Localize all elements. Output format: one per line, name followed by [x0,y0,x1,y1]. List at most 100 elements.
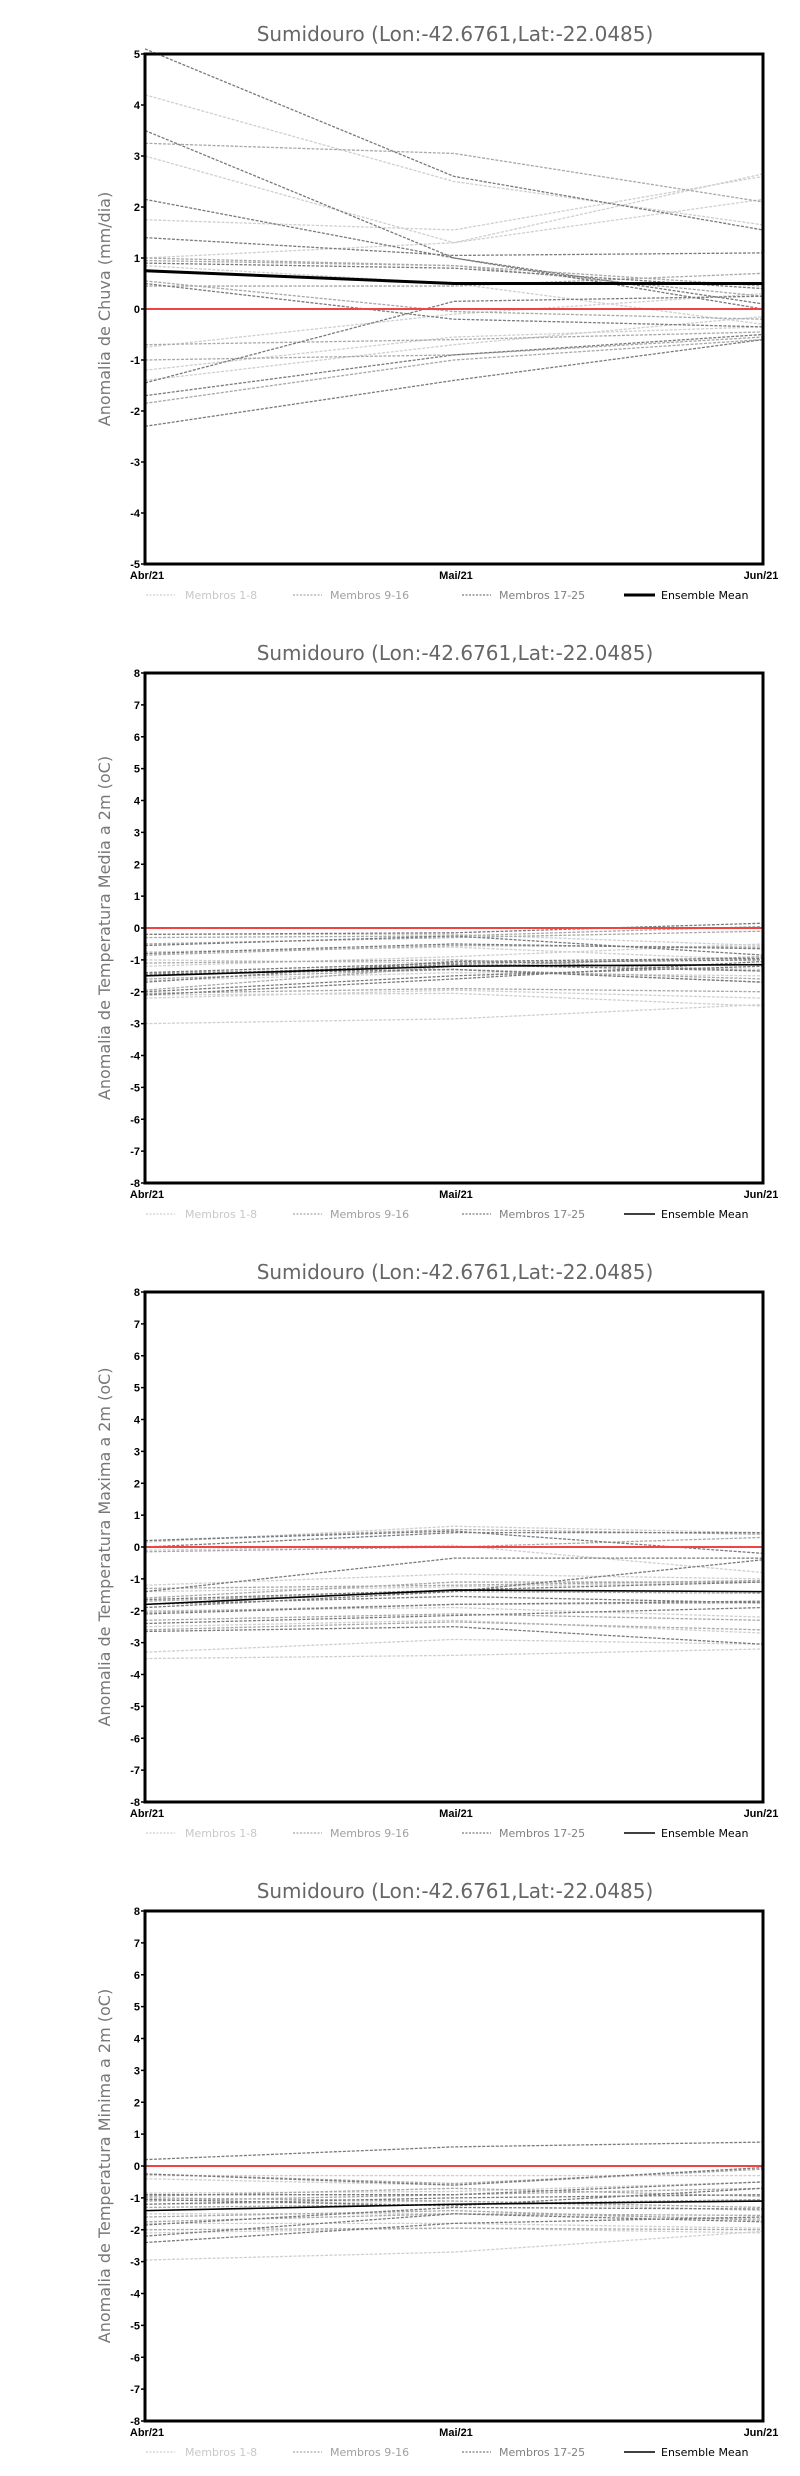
x-tick-label: Abr/21 [130,1189,164,1201]
y-tick-label: 0 [134,2161,140,2173]
legend-label: Membros 1-8 [185,1208,257,1221]
legend-label: Ensemble Mean [661,2446,748,2459]
y-tick-label: 6 [134,1970,140,1982]
member-series-12 [144,2187,764,2202]
y-tick-label: -1 [130,2193,140,2205]
chart-title: Sumidouro (Lon:-42.6761,Lat:-22.0485) [257,641,654,665]
y-tick-label: 5 [134,2002,140,2014]
y-tick-label: -7 [130,2384,140,2396]
y-tick-label: -2 [130,2225,140,2237]
x-tick-label: Mai/21 [439,1189,473,1201]
legend: Membros 1-8 Membros 9-16 Membros 17-25 Ense… [146,589,748,602]
y-axis-label: Anomalia de Temperatura Minima a 2m (oC) [95,1989,114,2343]
member-series-2 [144,1638,764,1653]
legend-label: Membros 9-16 [330,1827,409,1840]
member-series-1 [144,1648,764,1660]
member-series-15 [144,2213,764,2223]
y-axis-label: Anomalia de Temperatura Media a 2m (oC) [95,756,114,1100]
member-series-18 [144,2166,764,2186]
legend-label: Membros 17-25 [499,2446,585,2459]
member-series-8 [144,316,764,382]
member-series-23 [144,1606,764,1625]
member-series-10 [144,930,764,945]
y-tick-label: -3 [130,2257,140,2269]
y-tick-label: 0 [134,923,140,935]
member-series-20 [144,1581,764,1601]
member-series-7 [144,971,764,982]
member-series-17 [144,2141,764,2161]
chart-panel-1: Sumidouro (Lon:-42.6761,Lat:-22.0485) Ano… [95,22,778,602]
y-tick-label: -4 [130,1670,141,1682]
member-series-21 [144,262,764,290]
member-series-16 [144,925,764,939]
y-tick-label: -5 [130,1701,140,1713]
member-series-22 [144,2206,764,2226]
member-series-4 [144,946,764,961]
x-tick-label: Mai/21 [439,1808,473,1820]
member-series-24 [144,333,764,397]
ensemble-mean-series [144,2200,764,2212]
y-tick-label: -6 [130,2352,140,2364]
member-series-9 [144,142,764,203]
y-tick-label: 8 [134,1287,140,1299]
member-series-19 [144,943,764,955]
y-tick-label: 2 [134,859,140,871]
member-series-1 [144,1003,764,1025]
member-series-5 [144,1606,764,1618]
y-tick-label: 8 [134,668,140,680]
y-tick-label: -3 [130,1019,140,1031]
y-tick-label: 0 [134,304,140,316]
member-series-1 [144,2230,764,2261]
member-series-9 [144,2197,764,2209]
y-tick-label: 5 [134,764,140,776]
y-tick-label: -4 [130,1051,141,1063]
y-tick-label: 5 [134,1383,140,1395]
y-tick-label: 2 [134,1478,140,1490]
y-tick-label: -8 [130,1178,140,1190]
x-tick-label: Mai/21 [439,570,473,582]
member-series-2 [144,155,764,244]
member-series-4 [144,2181,764,2194]
y-axis-label: Anomalia de Chuva (mm/dia) [95,192,114,426]
y-tick-label: 7 [134,700,140,712]
member-series-16 [144,1602,764,1613]
y-tick-label: 1 [134,2129,140,2141]
y-tick-label: -7 [130,1146,140,1158]
member-series-19 [144,1557,763,1593]
member-series-17 [144,1530,764,1555]
member-series-2 [144,2227,764,2234]
chart-panel-4: Sumidouro (Lon:-42.6761,Lat:-22.0485) Ano… [95,1879,778,2459]
y-tick-label: 3 [134,827,140,839]
y-tick-label: -1 [130,355,140,367]
y-tick-label: 3 [134,151,140,163]
member-series-13 [144,336,764,361]
legend-label: Ensemble Mean [661,589,748,602]
chart-title: Sumidouro (Lon:-42.6761,Lat:-22.0485) [257,22,654,46]
member-series-20 [144,236,764,257]
plot-frame [143,1909,765,2423]
y-tick-label: 7 [134,1938,140,1950]
member-series-13 [144,1621,764,1631]
y-tick-label: -1 [130,1574,140,1586]
legend: Membros 1-8 Membros 9-16 Membros 17-25 Ense… [146,1827,748,1840]
member-series-22 [144,282,764,328]
legend-label: Membros 9-16 [330,1208,409,1221]
member-series-17 [144,922,764,936]
legend-label: Membros 1-8 [185,1827,257,1840]
legend-label: Membros 17-25 [499,589,585,602]
y-tick-label: 0 [134,1542,140,1554]
chart-panel-3: Sumidouro (Lon:-42.6761,Lat:-22.0485) Ano… [95,1260,778,1840]
member-series-7 [144,1619,764,1634]
y-tick-label: -8 [130,2416,140,2428]
y-tick-label: 4 [134,796,141,808]
member-series-25 [144,1595,764,1606]
member-series-1 [144,94,764,226]
member-series-7 [144,326,764,371]
y-tick-label: -8 [130,1797,140,1809]
chart-title: Sumidouro (Lon:-42.6761,Lat:-22.0485) [257,1260,654,1284]
y-tick-label: 1 [134,253,140,265]
y-tick-label: -5 [130,559,140,571]
ensemble-mean-series [144,1589,764,1606]
member-series-4 [144,198,764,259]
member-series-3 [144,175,764,231]
